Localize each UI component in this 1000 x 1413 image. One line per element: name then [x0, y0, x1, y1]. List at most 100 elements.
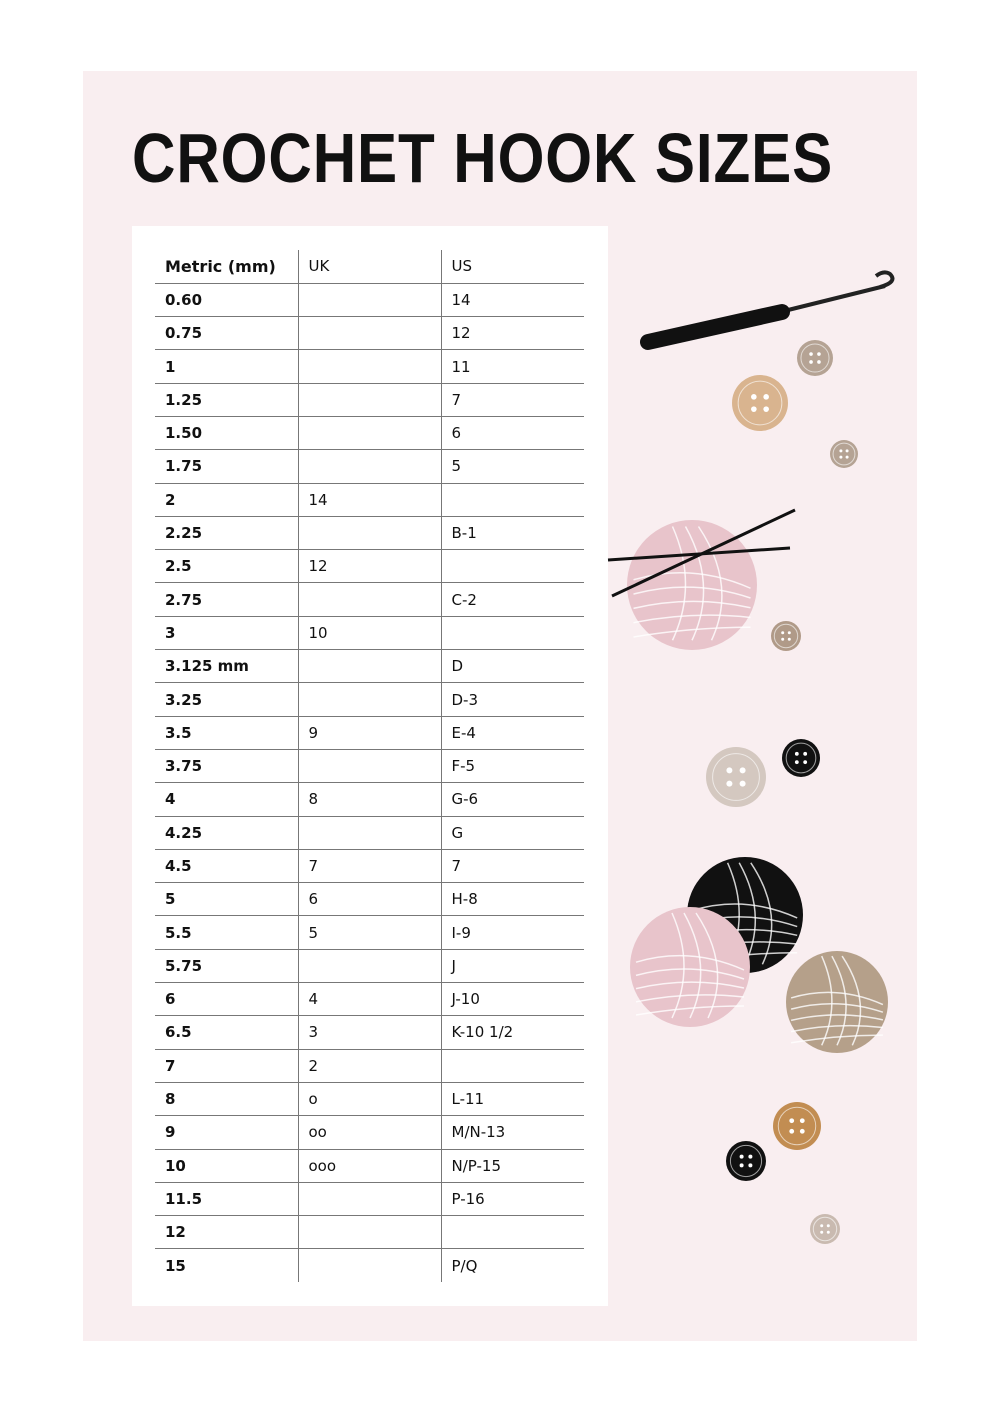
cell-uk: 14 [297, 483, 441, 517]
cell-us: B-1 [440, 516, 584, 551]
cell-metric: 3.5 [155, 716, 298, 750]
cell-uk: 9 [297, 716, 441, 750]
cell-metric: 1.50 [155, 416, 298, 451]
cell-uk [297, 582, 441, 617]
cell-metric: 3.25 [155, 682, 298, 717]
cell-metric: 7 [155, 1049, 298, 1083]
cell-metric: 3.125 mm [155, 649, 298, 684]
cell-uk: ooo [297, 1149, 441, 1183]
cell-uk [297, 682, 441, 717]
cell-us: C-2 [440, 582, 584, 617]
table-row: 1.25 7 [155, 383, 584, 417]
cell-us [440, 616, 584, 651]
cell-us: F-5 [440, 749, 584, 784]
cell-uk: 10 [297, 616, 441, 651]
cell-us: 7 [440, 849, 584, 884]
table-row: 0.60 14 [155, 283, 584, 318]
table-row: 12 [155, 1215, 584, 1250]
cell-metric: 11.5 [155, 1182, 298, 1217]
cell-uk [297, 449, 441, 484]
cell-metric: 2.5 [155, 549, 298, 584]
cell-metric: 8 [155, 1082, 298, 1117]
button-icon [771, 621, 801, 651]
table-row: 11.5 P-16 [155, 1182, 584, 1217]
header-metric: Metric (mm) [155, 250, 298, 284]
knitting-needles-icon [607, 508, 796, 598]
cell-uk [297, 649, 441, 684]
button-icon [782, 739, 820, 777]
cell-metric: 2 [155, 483, 298, 517]
cell-metric: 9 [155, 1115, 298, 1150]
button-icon [797, 340, 833, 376]
cell-us: 14 [440, 283, 584, 318]
cell-us: D-3 [440, 682, 584, 717]
cell-metric: 0.60 [155, 283, 298, 318]
hook-size-table: Metric (mm) UK US 0.60 14 0.75 12 1 11 1.25 7 1.… [155, 250, 584, 1283]
table-row: 3 10 [155, 616, 584, 651]
cell-metric: 5.75 [155, 949, 298, 984]
cell-uk [297, 416, 441, 451]
cell-metric: 1.75 [155, 449, 298, 484]
table-row: 6 4 J-10 [155, 982, 584, 1017]
cell-us: 12 [440, 316, 584, 351]
button-icon [706, 747, 766, 807]
button-icon [810, 1214, 840, 1244]
cell-us [440, 483, 584, 517]
table-row: 5.75 J [155, 949, 584, 984]
table-row: 9 oo M/N-13 [155, 1115, 584, 1150]
cell-metric: 5 [155, 882, 298, 917]
cell-us: J-10 [440, 982, 584, 1017]
cell-uk: oo [297, 1115, 441, 1150]
cell-uk [297, 1248, 441, 1283]
cell-uk: 2 [297, 1049, 441, 1083]
cell-us: P/Q [440, 1248, 584, 1283]
table-row: 0.75 12 [155, 316, 584, 351]
yarn-ball-icon [627, 520, 757, 650]
table-row: 4.5 7 7 [155, 849, 584, 884]
cell-uk [297, 949, 441, 984]
table-row: 5.5 5 I-9 [155, 915, 584, 950]
table-row: 3.5 9 E-4 [155, 716, 584, 750]
cell-metric: 1.25 [155, 383, 298, 417]
table-row: 10 ooo N/P-15 [155, 1149, 584, 1183]
table-row: 2.25 B-1 [155, 516, 584, 551]
cell-us: N/P-15 [440, 1149, 584, 1183]
cell-us: K-10 1/2 [440, 1015, 584, 1050]
cell-metric: 4.25 [155, 816, 298, 850]
cell-uk: 4 [297, 982, 441, 1017]
cell-us: J [440, 949, 584, 984]
table-row: 1 11 [155, 349, 584, 384]
table-row: 15 P/Q [155, 1248, 584, 1283]
cell-metric: 6 [155, 982, 298, 1017]
cell-us: 11 [440, 349, 584, 384]
button-icon [830, 440, 858, 468]
crochet-hook-icon [640, 270, 895, 350]
cell-uk [297, 316, 441, 351]
button-icon [726, 1141, 766, 1181]
hook-size-table-card: Metric (mm) UK US 0.60 14 0.75 12 1 11 1.25 7 1.… [132, 226, 608, 1306]
cell-metric: 4.5 [155, 849, 298, 884]
table-row: 6.5 3 K-10 1/2 [155, 1015, 584, 1050]
cell-us: 5 [440, 449, 584, 484]
cell-us [440, 1049, 584, 1083]
table-row: 4 8 G-6 [155, 782, 584, 817]
cell-uk [297, 749, 441, 784]
cell-us [440, 1215, 584, 1250]
cell-metric: 1 [155, 349, 298, 384]
cell-us: P-16 [440, 1182, 584, 1217]
cell-us: H-8 [440, 882, 584, 917]
cell-us: E-4 [440, 716, 584, 750]
cell-metric: 3 [155, 616, 298, 651]
page-title: CROCHET HOOK SIZES [132, 119, 834, 197]
cell-uk [297, 1182, 441, 1217]
cell-uk [297, 816, 441, 850]
cell-us: 7 [440, 383, 584, 417]
button-icon [732, 375, 788, 431]
cell-metric: 6.5 [155, 1015, 298, 1050]
cell-uk: 8 [297, 782, 441, 817]
header-us: US [440, 250, 584, 284]
cell-uk: 5 [297, 915, 441, 950]
table-row: 3.125 mm D [155, 649, 584, 684]
